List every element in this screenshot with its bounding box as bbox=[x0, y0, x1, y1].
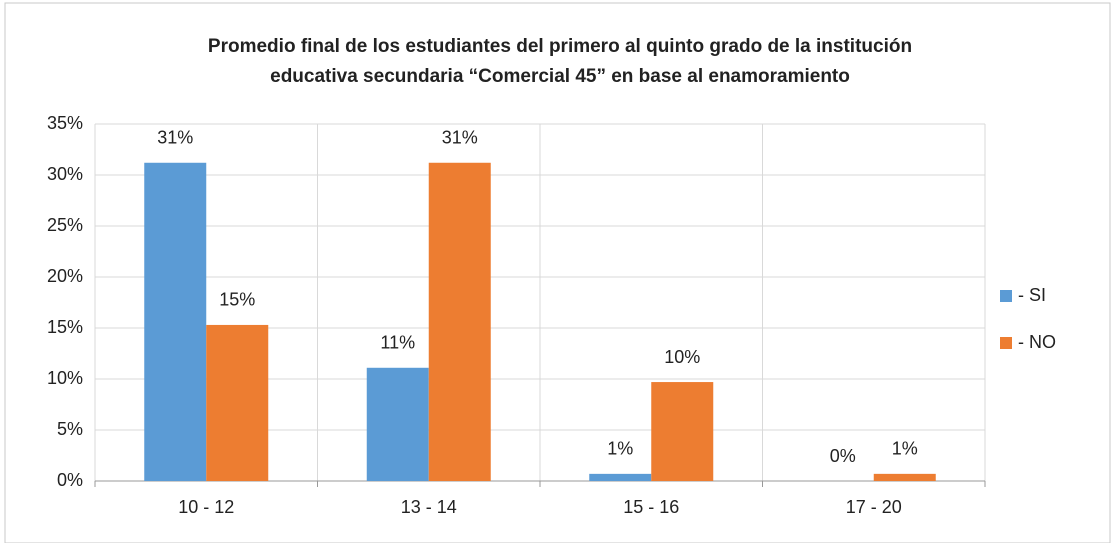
bar bbox=[651, 382, 714, 481]
chart-title: educativa secundaria “Comercial 45” en b… bbox=[270, 66, 850, 87]
value-label: 31% bbox=[157, 128, 193, 148]
value-label: 31% bbox=[442, 128, 478, 148]
bar bbox=[144, 162, 207, 481]
y-tick-label: 35% bbox=[47, 113, 83, 133]
chart-title: Promedio final de los estudiantes del pr… bbox=[208, 36, 912, 57]
y-tick-label: 30% bbox=[47, 164, 83, 184]
value-label: 1% bbox=[607, 439, 633, 459]
x-tick-label: 17 - 20 bbox=[846, 497, 902, 517]
x-tick-label: 13 - 14 bbox=[401, 497, 457, 517]
legend-swatch bbox=[1000, 337, 1012, 349]
bar bbox=[428, 162, 491, 481]
y-tick-label: 5% bbox=[57, 419, 83, 439]
x-tick-label: 10 - 12 bbox=[178, 497, 234, 517]
legend-label: - NO bbox=[1018, 332, 1056, 352]
x-tick-label: 15 - 16 bbox=[623, 497, 679, 517]
value-label: 1% bbox=[892, 439, 918, 459]
bar bbox=[206, 324, 269, 481]
y-tick-label: 10% bbox=[47, 368, 83, 388]
bar bbox=[589, 473, 652, 481]
value-label: 11% bbox=[380, 333, 415, 353]
value-label: 15% bbox=[219, 290, 255, 310]
bar bbox=[366, 367, 429, 481]
value-label: 10% bbox=[664, 347, 700, 367]
y-tick-label: 15% bbox=[47, 317, 83, 337]
y-tick-label: 20% bbox=[47, 266, 83, 286]
y-tick-label: 0% bbox=[57, 470, 83, 490]
value-label: 0% bbox=[830, 446, 856, 466]
legend-label: - SI bbox=[1018, 285, 1046, 305]
bar bbox=[873, 473, 936, 481]
legend-swatch bbox=[1000, 290, 1012, 302]
y-tick-label: 25% bbox=[47, 215, 83, 235]
